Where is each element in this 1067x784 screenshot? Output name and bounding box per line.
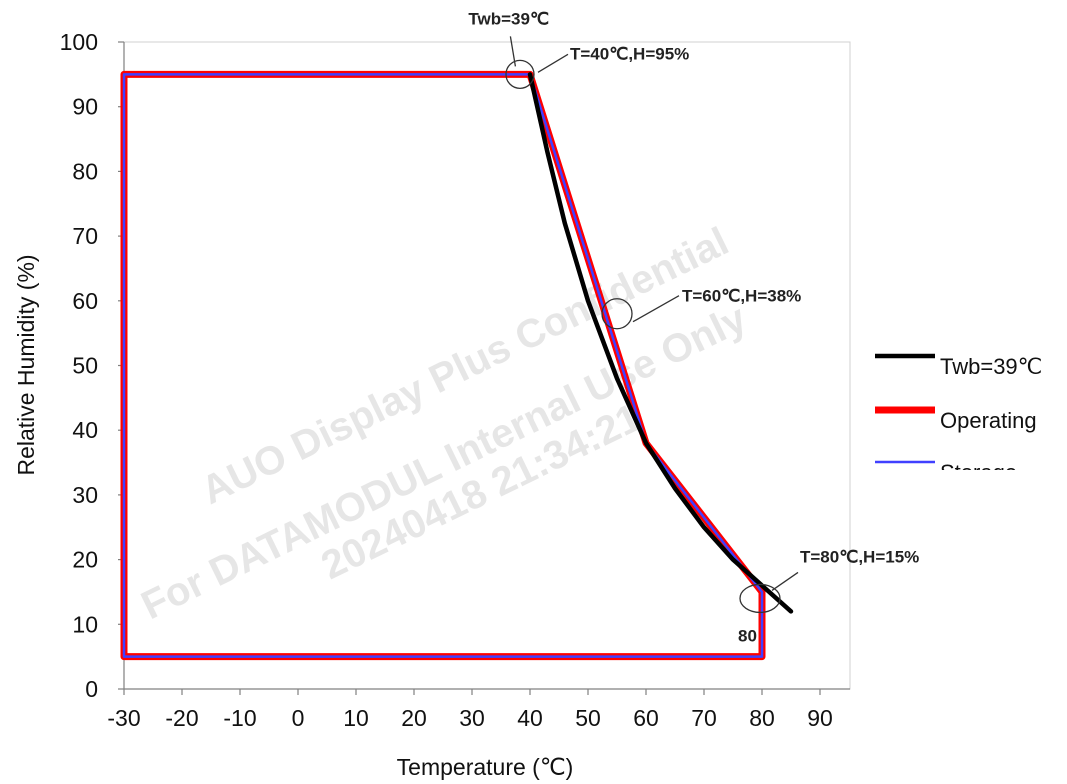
- y-tick-label: 20: [72, 547, 98, 573]
- annotation-leader-line: [771, 571, 799, 591]
- annotations: Twb=39℃ T=40℃,H=95% T=60℃,H=38% T=80℃,H=15%…: [468, 9, 919, 645]
- legend-mask: [862, 470, 1067, 540]
- annotation-label: T=80℃,H=15%: [800, 547, 919, 566]
- legend-background: [862, 340, 1067, 490]
- annotation-leader-line: [537, 53, 569, 73]
- y-tick-label: 0: [85, 676, 98, 702]
- x-tick-label: -10: [223, 705, 256, 731]
- x-axis-title: Temperature (℃): [397, 754, 574, 780]
- annotation-label: Twb=39℃: [468, 9, 549, 28]
- x-tick-label: 80: [749, 705, 775, 731]
- x-tick-label: 50: [575, 705, 601, 731]
- y-tick-label: 50: [72, 353, 98, 379]
- annotation-label: 80: [738, 626, 757, 645]
- y-tick-label: 100: [60, 29, 98, 55]
- x-tick-label: 70: [691, 705, 717, 731]
- x-tick-label: 40: [517, 705, 543, 731]
- y-tick-label: 70: [72, 223, 98, 249]
- y-tick-label: 40: [72, 417, 98, 443]
- y-tick-label: 60: [72, 288, 98, 314]
- x-tick-label: 10: [343, 705, 369, 731]
- legend-label: Twb=39℃: [940, 354, 1042, 379]
- legend-label: Operating: [940, 408, 1037, 433]
- series-group: [120, 70, 794, 661]
- annotation-label: T=40℃,H=95%: [570, 44, 689, 63]
- y-tick-label: 30: [72, 482, 98, 508]
- x-tick-label: 90: [807, 705, 833, 731]
- annotation-label: T=60℃,H=38%: [682, 287, 801, 306]
- x-tick-label: 0: [292, 705, 305, 731]
- x-tick-label: -30: [107, 705, 140, 731]
- x-tick-label: 60: [633, 705, 659, 731]
- x-tick-label: -20: [165, 705, 198, 731]
- y-tick-label: 80: [72, 158, 98, 184]
- y-axis-title: Relative Humidity (%): [13, 254, 39, 475]
- annotation-circle: [739, 583, 781, 614]
- annotation-circle: [505, 59, 535, 89]
- legend: Twb=39℃OperatingStorage: [862, 340, 1067, 540]
- x-tick-label: 20: [401, 705, 427, 731]
- series-line-twb-39: [527, 72, 794, 614]
- annotation-circle: [601, 298, 633, 330]
- y-tick-label: 10: [72, 611, 98, 637]
- y-tick-label: 90: [72, 94, 98, 120]
- annotation-leader-line: [632, 295, 680, 323]
- x-tick-label: 30: [459, 705, 485, 731]
